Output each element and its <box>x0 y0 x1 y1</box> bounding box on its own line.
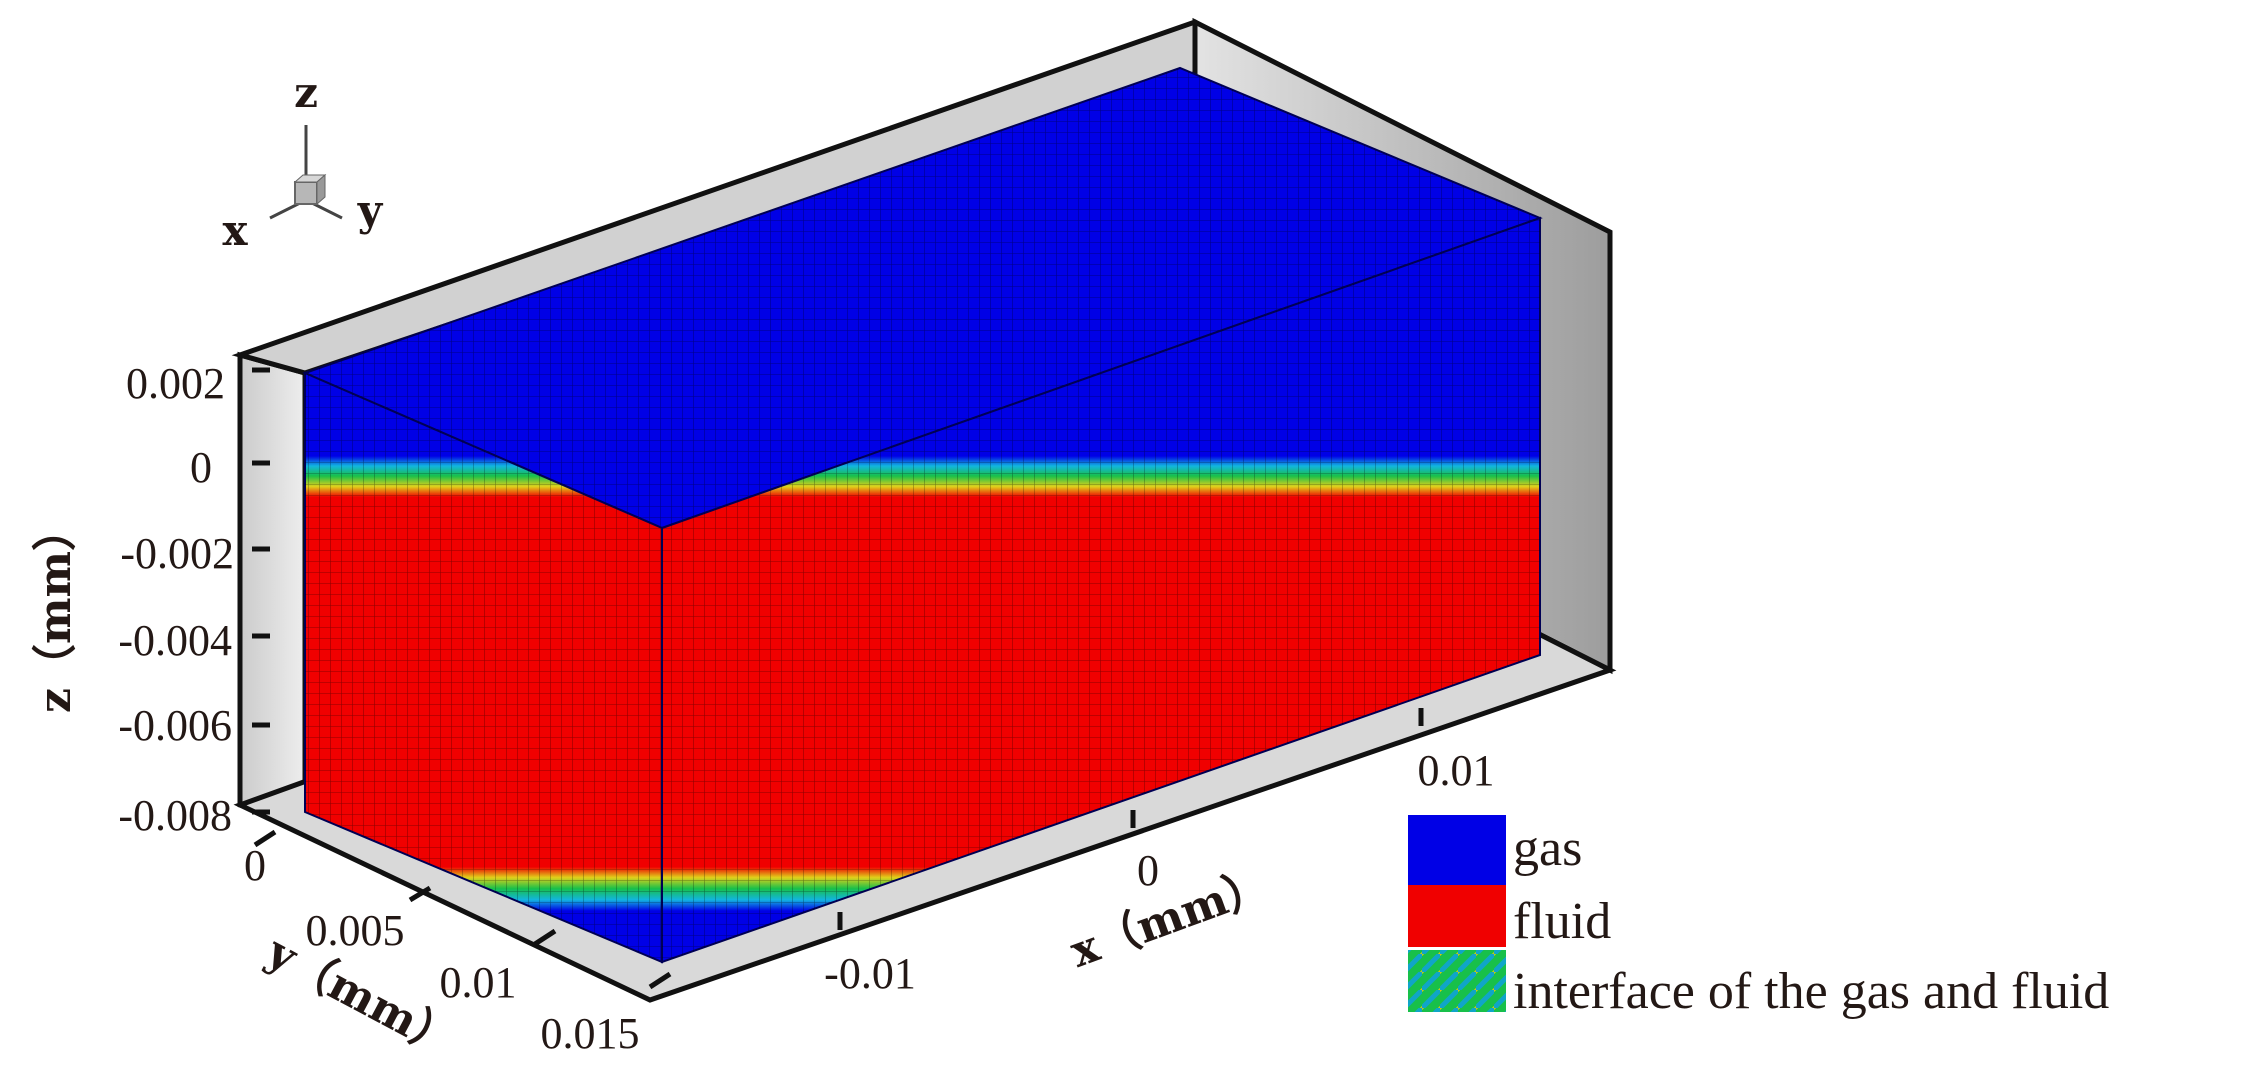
z-tick-label: -0.002 <box>120 529 234 578</box>
z-tick-label: -0.004 <box>118 616 232 665</box>
legend-item-gas: gas <box>1408 815 1582 885</box>
orientation-triad: z x y <box>222 68 383 255</box>
y-tick-label: 0.01 <box>440 958 517 1007</box>
legend-fluid-swatch <box>1408 885 1506 947</box>
legend-interface-label: interface of the gas and fluid <box>1513 963 2109 1020</box>
legend-item-interface: interface of the gas and fluid <box>1408 950 2109 1020</box>
legend-fluid-label: fluid <box>1513 893 1611 950</box>
legend: gas fluid interface of the gas and fluid <box>1408 815 2109 1020</box>
x-axis-title: x（mm） <box>1064 859 1276 978</box>
legend-gas-swatch <box>1408 815 1506 885</box>
z-tick-label: 0 <box>190 443 212 492</box>
block-front-grid <box>662 218 1540 962</box>
block-top-grid <box>305 68 1540 528</box>
z-axis-title: z（mm） <box>30 507 81 713</box>
y-tick-label: 0 <box>244 841 266 890</box>
z-tick-label: -0.006 <box>118 701 232 750</box>
triad-y-label: y <box>357 186 384 235</box>
triad-z-label: z <box>294 68 318 117</box>
z-tick-label: 0.002 <box>126 359 225 408</box>
x-tick-label: -0.01 <box>824 949 916 998</box>
y-tick-label: 0.005 <box>306 906 405 955</box>
legend-item-fluid: fluid <box>1408 885 1611 950</box>
legend-interface-swatch <box>1408 950 1506 1012</box>
legend-gas-label: gas <box>1513 820 1582 877</box>
y-tick-label: 0.015 <box>541 1009 640 1058</box>
z-axis: 0.002 0 -0.002 -0.004 -0.006 -0.008 z（mm… <box>30 359 270 840</box>
simulation-block <box>302 66 1543 964</box>
z-tick-label: -0.008 <box>118 791 232 840</box>
triad-x-label: x <box>222 206 248 255</box>
block-left-grid <box>305 373 662 962</box>
x-tick-label: 0 <box>1137 846 1159 895</box>
x-tick-label: 0.01 <box>1418 746 1495 795</box>
left-back-wall <box>237 351 308 829</box>
